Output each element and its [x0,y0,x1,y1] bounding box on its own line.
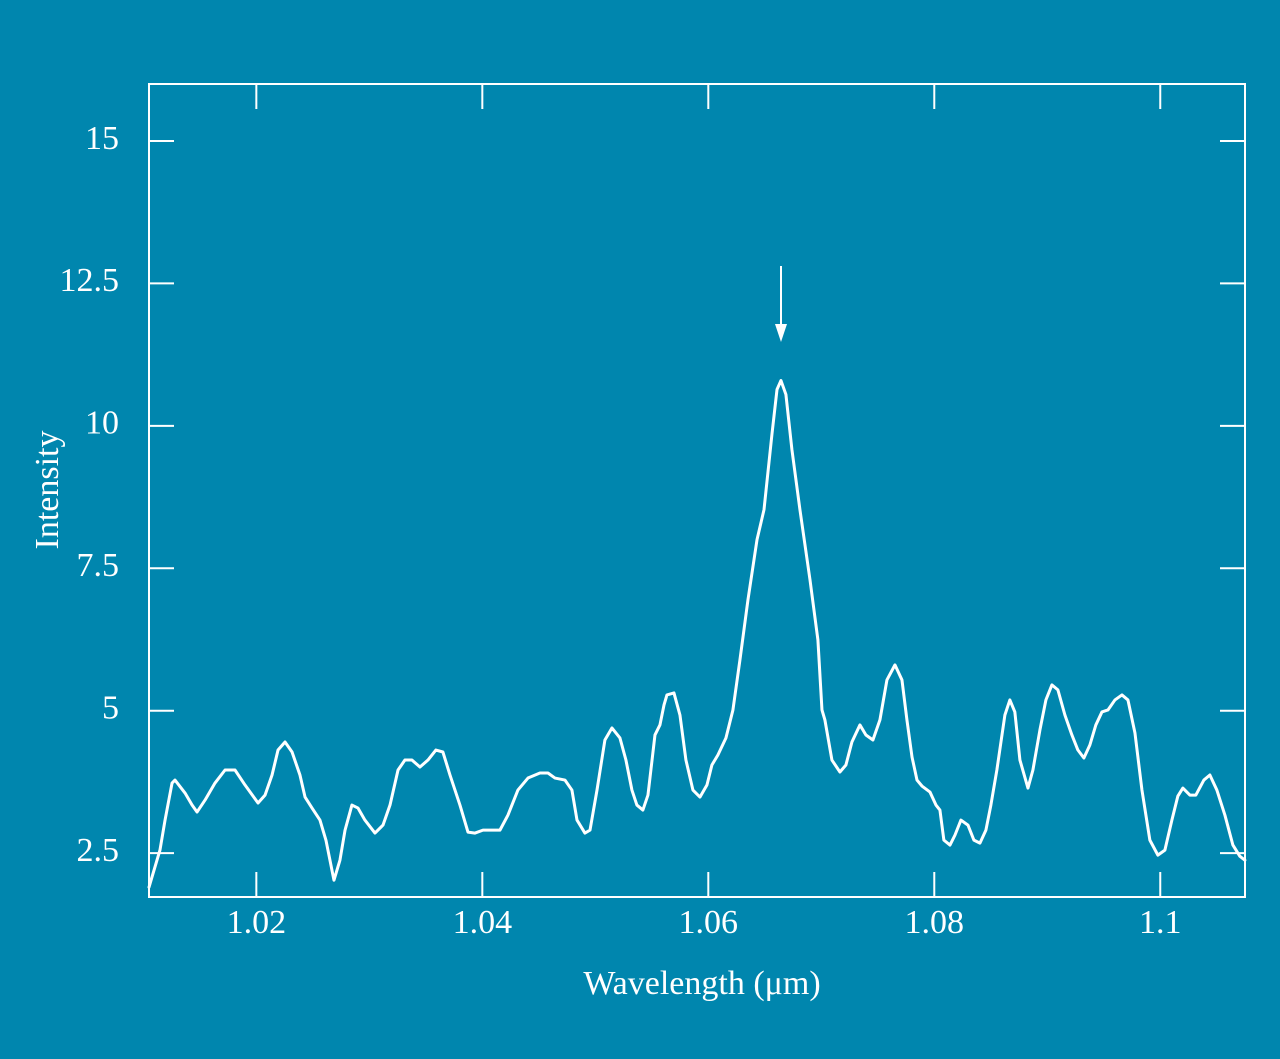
y-tick-label: 7.5 [77,547,120,584]
x-tick-label: 1.1 [1139,904,1182,941]
x-tick-label: 1.04 [453,904,513,941]
peak-arrow [775,266,787,342]
x-tick-label: 1.02 [227,904,287,941]
y-axis-label: Intensity [29,431,66,550]
x-axis-label: Wavelength (μm) [583,965,820,1002]
plot-frame [148,83,1246,898]
y-tick-label: 5 [102,689,119,726]
x-tick-label: 1.08 [905,904,965,941]
arrow-head [775,324,787,342]
y-tick-label: 15 [85,120,119,157]
x-tick-label: 1.06 [679,904,739,941]
y-tick-label: 12.5 [60,262,120,299]
y-tick-label: 2.5 [77,832,120,869]
y-tick-label: 10 [85,405,119,442]
spectrum-line [147,379,1247,889]
